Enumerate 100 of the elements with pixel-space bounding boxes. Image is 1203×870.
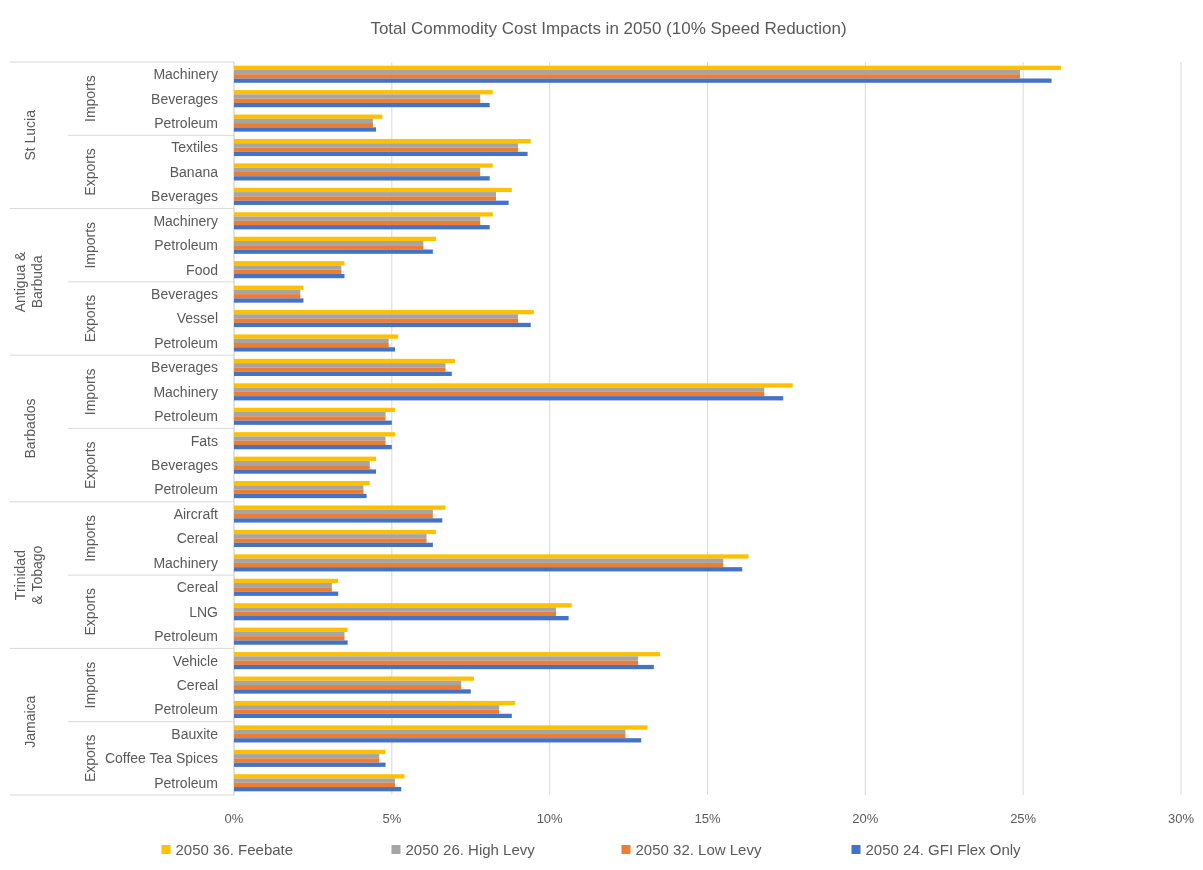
- bar: [234, 412, 386, 417]
- y-tick-label: Beverages: [151, 286, 218, 303]
- y-tick-label: Petroleum: [154, 628, 218, 645]
- bar: [234, 611, 556, 617]
- bar: [234, 358, 455, 364]
- bar: [234, 578, 339, 584]
- y-tick-label: Banana: [169, 163, 219, 180]
- bar: [234, 216, 481, 221]
- bar: [234, 334, 399, 339]
- text: Antigua & Barbuda: [11, 250, 45, 313]
- y-tick-label: Beverages: [151, 457, 218, 474]
- bar: [234, 407, 395, 413]
- y-tick-label: Petroleum: [154, 774, 218, 791]
- bar: [234, 338, 389, 343]
- y-tick-label: Petroleum: [154, 481, 218, 498]
- bar: [234, 69, 1021, 75]
- bar: [234, 391, 765, 397]
- bar: [234, 240, 424, 246]
- bar: [234, 285, 304, 290]
- bar: [234, 562, 724, 568]
- bar: [234, 289, 301, 295]
- bar: [234, 127, 377, 132]
- bar: [234, 489, 364, 494]
- bar: [234, 192, 496, 197]
- bar: [234, 167, 481, 172]
- bar: [234, 318, 519, 323]
- bar: [234, 656, 639, 661]
- bar: [234, 436, 386, 441]
- bar: [234, 444, 392, 450]
- bar: [234, 603, 572, 608]
- bar: [234, 664, 654, 670]
- bar: [234, 713, 512, 719]
- y-tick-label: Bauxite: [171, 725, 219, 742]
- bar: [234, 567, 743, 572]
- bar: [234, 294, 301, 299]
- bar: [234, 469, 377, 474]
- bar: [234, 363, 446, 368]
- bar: [234, 558, 724, 563]
- bar: [234, 456, 377, 461]
- bar: [234, 310, 534, 315]
- y-tick-label: Petroleum: [154, 114, 218, 131]
- bar: [234, 220, 481, 226]
- bar: [234, 245, 424, 250]
- bar: [234, 652, 661, 657]
- bar: [234, 631, 345, 637]
- bar: [234, 163, 493, 168]
- bar: [234, 607, 556, 612]
- bar: [234, 102, 490, 108]
- bar: [234, 420, 392, 425]
- bar: [234, 758, 380, 763]
- text: St Lucia: [21, 109, 38, 161]
- bar: [234, 123, 373, 128]
- x-tick-label: 25%: [1010, 811, 1037, 826]
- bar: [234, 749, 386, 755]
- y-tick-label: Machinery: [153, 383, 218, 400]
- x-tick-label: 20%: [852, 811, 879, 826]
- bar: [234, 314, 519, 319]
- bar: [234, 689, 471, 694]
- bar: [234, 729, 626, 734]
- bar: [234, 151, 528, 157]
- bar: [234, 387, 765, 392]
- bar: [234, 787, 402, 792]
- y-tick-label: Petroleum: [154, 334, 218, 351]
- y-tick-label: Beverages: [151, 90, 218, 107]
- y-tick-label: Machinery: [153, 554, 218, 571]
- bar: [234, 65, 1062, 70]
- x-tick-label: 0%: [224, 811, 244, 826]
- y-tick-label: Coffee Tea Spices: [104, 750, 218, 767]
- chart-title: Total Commodity Cost Impacts in 2050 (10% Speed Reduction): [370, 19, 847, 38]
- bar: [234, 371, 452, 376]
- y-tick-label: Aircraft: [173, 505, 219, 522]
- bar: [234, 587, 332, 592]
- y-tick-label: Machinery: [153, 66, 218, 83]
- bar: [234, 273, 345, 279]
- bar: [234, 383, 793, 388]
- bar: [234, 432, 395, 437]
- legend-label: 2050 26. High Levy: [405, 841, 536, 859]
- bar: [234, 440, 386, 445]
- bar: [234, 138, 531, 144]
- bar: [234, 709, 500, 714]
- x-tick-label: 10%: [536, 811, 564, 826]
- text: Imports: [81, 368, 98, 416]
- text: Exports: [81, 148, 98, 196]
- bar: [234, 778, 395, 783]
- bar: [234, 460, 370, 466]
- bar: [234, 481, 370, 486]
- bar: [234, 509, 433, 515]
- bar: [234, 261, 345, 266]
- bar: [234, 705, 500, 710]
- bar: [234, 118, 373, 124]
- text: Jamaica: [21, 695, 38, 748]
- y-tick-label: Fats: [190, 432, 218, 449]
- bar: [234, 554, 749, 559]
- bar: [234, 347, 395, 352]
- bar: [234, 171, 481, 177]
- text: Imports: [81, 75, 98, 122]
- bar: [234, 396, 784, 401]
- bar: [234, 640, 348, 645]
- bar: [234, 187, 512, 193]
- bar: [234, 774, 405, 779]
